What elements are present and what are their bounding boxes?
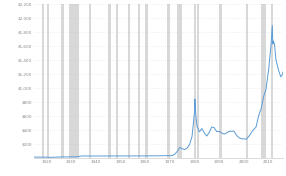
Bar [47, 4, 49, 158]
Bar [261, 4, 266, 158]
Bar [177, 4, 182, 158]
Bar [246, 4, 248, 158]
Bar [138, 4, 140, 158]
Bar [271, 4, 273, 158]
Bar [167, 4, 170, 158]
Bar [108, 4, 111, 158]
Bar [89, 4, 91, 158]
Bar [197, 4, 199, 158]
Bar [219, 4, 222, 158]
Bar [116, 4, 118, 158]
Bar [194, 4, 196, 158]
Bar [128, 4, 130, 158]
Bar [69, 4, 79, 158]
Bar [145, 4, 148, 158]
Bar [61, 4, 64, 158]
Bar [42, 4, 44, 158]
